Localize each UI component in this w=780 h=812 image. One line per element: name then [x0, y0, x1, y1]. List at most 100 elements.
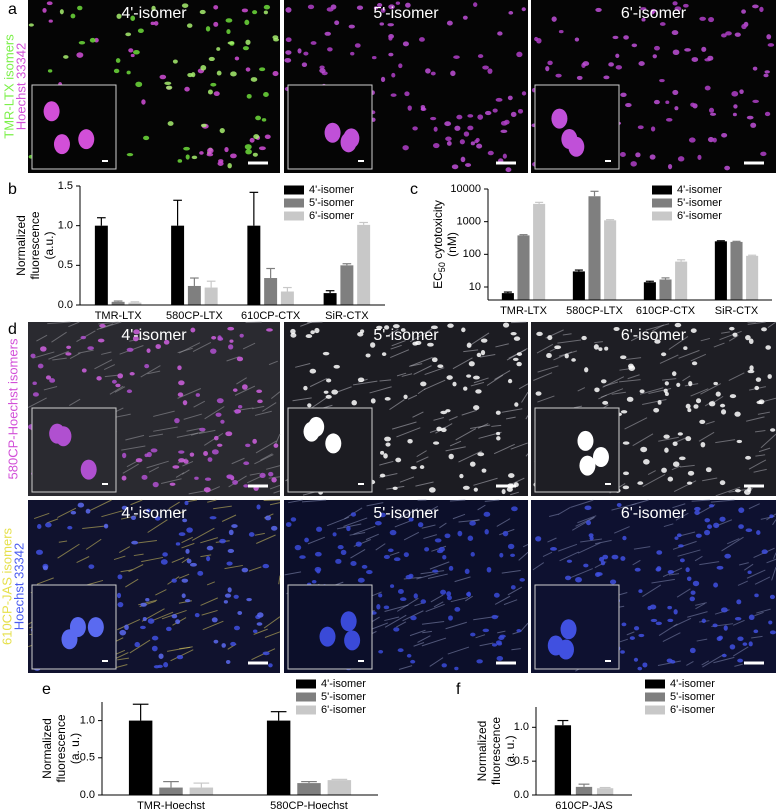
cell [486, 566, 492, 573]
cell [390, 584, 395, 588]
cell [724, 165, 731, 171]
cell [126, 153, 134, 157]
cell [389, 529, 397, 536]
fiber [254, 532, 265, 536]
cell [633, 657, 639, 662]
fiber [518, 383, 529, 390]
cell [171, 614, 178, 619]
cell [385, 442, 391, 447]
fiber [278, 575, 281, 585]
fiber [178, 342, 201, 354]
cell [664, 391, 669, 397]
cell [460, 156, 466, 163]
fiber [410, 328, 433, 343]
cell [314, 566, 322, 573]
cell [639, 389, 645, 394]
cell [521, 7, 526, 12]
cell [476, 659, 483, 664]
cell [754, 593, 759, 598]
fiber [408, 356, 433, 367]
cell [232, 480, 239, 485]
cell [626, 396, 634, 402]
cell [132, 335, 139, 342]
fiber [226, 356, 240, 362]
fiber [627, 374, 640, 380]
cell [259, 67, 266, 72]
cell [752, 66, 758, 71]
fiber [57, 543, 80, 559]
cell [656, 566, 662, 571]
cell [376, 325, 383, 330]
cell [383, 554, 390, 560]
cell [462, 485, 470, 490]
cell [220, 419, 225, 424]
side-label: TMR-LTX isomers [1, 34, 16, 139]
cell [331, 389, 339, 395]
cell [759, 6, 764, 13]
error-bar [661, 277, 670, 280]
cell [517, 108, 524, 114]
cell [484, 110, 492, 116]
fiber [51, 331, 67, 343]
fiber [421, 620, 445, 625]
cell [174, 417, 180, 424]
cell [546, 353, 552, 359]
isomer-label: 5'-isomer [373, 505, 439, 522]
cell [379, 512, 386, 518]
cell [407, 105, 412, 111]
cell [319, 65, 325, 70]
fiber [231, 457, 245, 465]
cell [750, 122, 757, 128]
fiber [536, 343, 554, 354]
fiber [429, 561, 450, 570]
cell [151, 635, 159, 641]
cell [171, 578, 177, 583]
fiber [602, 376, 625, 388]
legend-label: 5'-isomer [670, 691, 715, 703]
cell [729, 644, 736, 650]
cell [402, 145, 409, 151]
cell [246, 597, 252, 602]
fiber [695, 602, 707, 606]
cell [187, 72, 193, 78]
cell [764, 111, 771, 117]
cell [67, 525, 73, 530]
fiber [115, 637, 124, 642]
cell [49, 378, 56, 383]
inset-cell [592, 447, 609, 468]
error-bar [503, 291, 512, 294]
fiber [510, 491, 519, 496]
cell [393, 557, 401, 562]
fiber [190, 430, 205, 436]
cell [186, 558, 192, 564]
fiber [125, 578, 139, 588]
cell [594, 387, 600, 393]
cell [121, 475, 127, 481]
fiber [254, 454, 274, 465]
side-label: 580CP-Hoechst isomers [5, 338, 20, 479]
fiber [253, 628, 268, 635]
cell [227, 163, 232, 169]
cell [257, 399, 263, 404]
cell [622, 535, 627, 541]
bar [604, 220, 617, 300]
fiber [178, 573, 190, 579]
error-bar [163, 781, 179, 788]
cell [633, 626, 640, 631]
cell [459, 473, 464, 479]
cell [676, 382, 681, 387]
cell [480, 349, 486, 356]
fiber [700, 337, 710, 342]
cell [406, 653, 412, 658]
cell [625, 103, 632, 108]
inset-cell [78, 129, 95, 150]
cell [445, 136, 452, 142]
fiber [391, 421, 417, 430]
cell [213, 435, 219, 441]
cell [227, 587, 232, 593]
y-axis-label: fluorescence [54, 714, 68, 782]
fiber [458, 450, 483, 463]
fiber [522, 544, 529, 548]
cell [642, 662, 648, 668]
